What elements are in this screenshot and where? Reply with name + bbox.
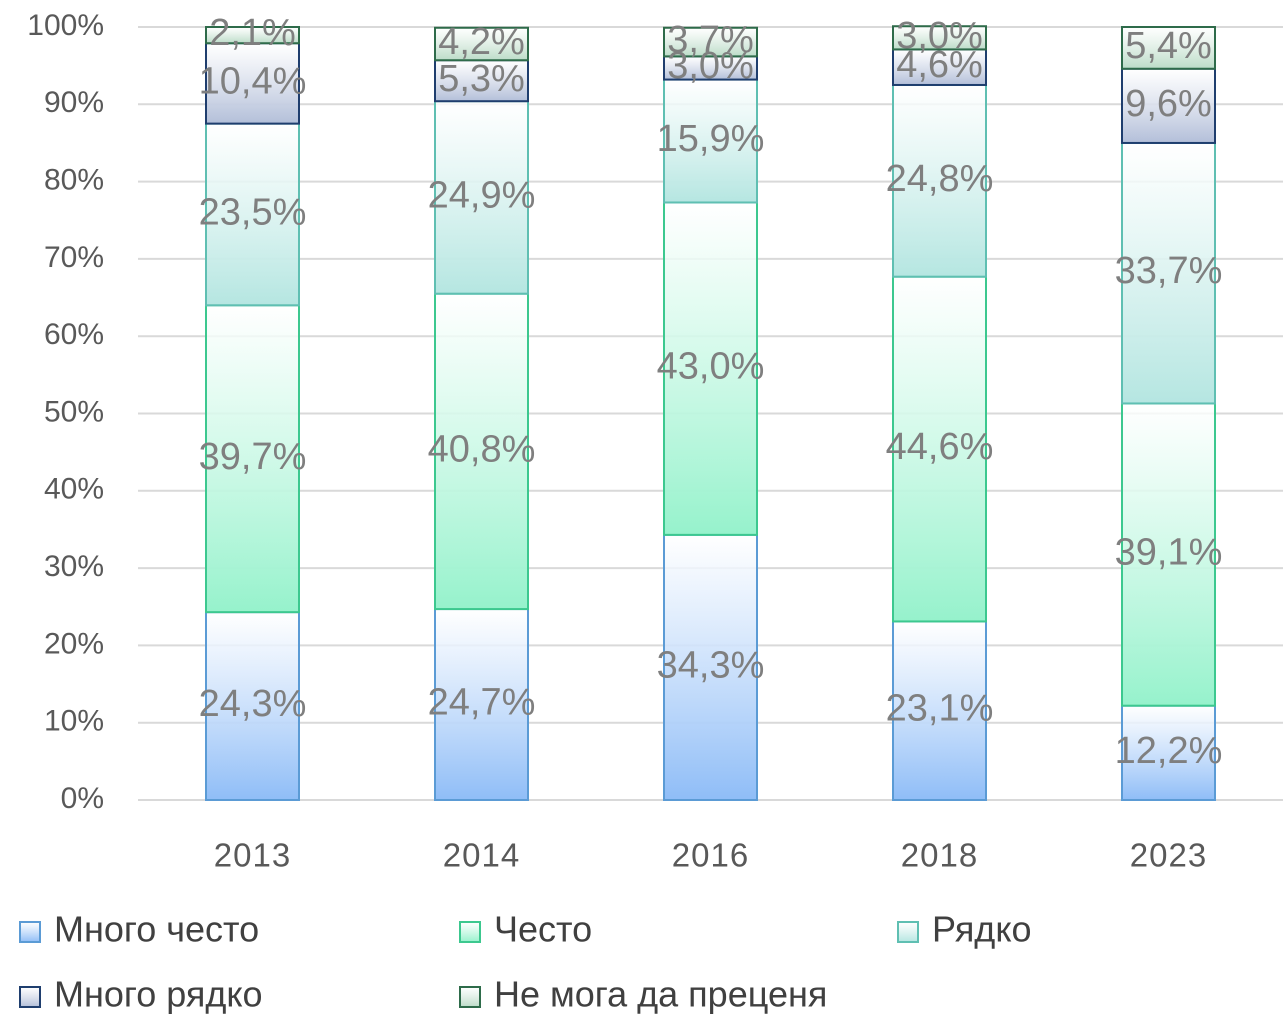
y-tick-label: 90% (44, 86, 104, 119)
bar-segment (205, 122, 300, 307)
y-tick-label: 50% (44, 395, 104, 428)
value-label: 5,3% (438, 58, 525, 100)
value-label: 40,8% (428, 428, 536, 470)
y-tick-label: 40% (44, 473, 104, 506)
value-label: 9,6% (1125, 83, 1212, 125)
bar-segment (434, 292, 529, 611)
bar-segment (434, 608, 529, 801)
legend-swatch (459, 921, 481, 943)
value-label: 24,8% (886, 158, 994, 200)
bar-segment (434, 26, 529, 62)
value-label: 24,3% (199, 683, 307, 725)
value-label: 39,7% (199, 436, 307, 478)
y-tick-label: 20% (44, 627, 104, 660)
legend-swatch (897, 921, 919, 943)
bar-segment (1121, 402, 1216, 707)
legend-label: Много рядко (54, 974, 263, 1015)
y-tick-label: 30% (44, 550, 104, 583)
bar-segment (663, 533, 758, 802)
bar-segment (1121, 67, 1216, 144)
y-tick-label: 60% (44, 318, 104, 351)
bar-segment (892, 620, 987, 802)
value-label: 24,7% (428, 682, 536, 724)
y-tick-label: 80% (44, 164, 104, 197)
y-tick-label: 0% (61, 782, 104, 815)
bar-segment (892, 275, 987, 623)
bar-segment (663, 26, 758, 58)
value-label: 39,1% (1115, 532, 1223, 574)
bar-segment (1121, 704, 1216, 801)
x-tick-label: 2014 (443, 837, 520, 874)
bar-segment (892, 83, 987, 278)
value-label: 10,4% (199, 60, 307, 102)
value-label: 2,1% (209, 12, 296, 54)
x-tick-label: 2013 (214, 837, 291, 874)
value-label: 4,2% (438, 21, 525, 63)
value-label: 15,9% (657, 118, 765, 160)
bar-segment (434, 100, 529, 295)
x-tick-label: 2023 (1130, 837, 1207, 874)
legend-label: Често (494, 909, 592, 950)
y-tick-label: 100% (27, 9, 104, 42)
value-label: 24,9% (428, 174, 536, 216)
bar-segment (205, 42, 300, 125)
value-label: 3,7% (667, 19, 754, 61)
value-label: 12,2% (1115, 730, 1223, 772)
value-label: 5,4% (1125, 25, 1212, 67)
value-label: 3,0% (896, 15, 983, 57)
legend-swatch (19, 986, 41, 1008)
x-tick-label: 2018 (901, 837, 978, 874)
bar-segment (892, 48, 987, 86)
y-tick-label: 70% (44, 241, 104, 274)
bar-segment (892, 25, 987, 51)
bar-segment (434, 59, 529, 103)
value-label: 4,6% (896, 44, 983, 86)
value-label: 43,0% (657, 346, 765, 388)
bar-segment (1121, 141, 1216, 405)
bar-segment (663, 78, 758, 204)
value-label: 23,1% (886, 688, 994, 730)
value-label: 23,5% (199, 191, 307, 233)
bar-segment (205, 611, 300, 802)
x-tick-label: 2016 (672, 837, 749, 874)
bar-segment (205, 26, 300, 45)
legend-label: Рядко (932, 909, 1032, 950)
value-label: 44,6% (886, 426, 994, 468)
value-label: 34,3% (657, 644, 765, 686)
legend-label: Не мога да преценя (494, 974, 827, 1015)
legend-swatch (19, 921, 41, 943)
y-tick-label: 10% (44, 705, 104, 738)
value-label: 33,7% (1115, 250, 1223, 292)
legend-label: Много често (54, 909, 259, 950)
bar-segment (663, 201, 758, 536)
bar-segment (205, 304, 300, 614)
legend-swatch (459, 986, 481, 1008)
value-label: 3,0% (667, 45, 754, 87)
bar-segment (1121, 26, 1216, 70)
